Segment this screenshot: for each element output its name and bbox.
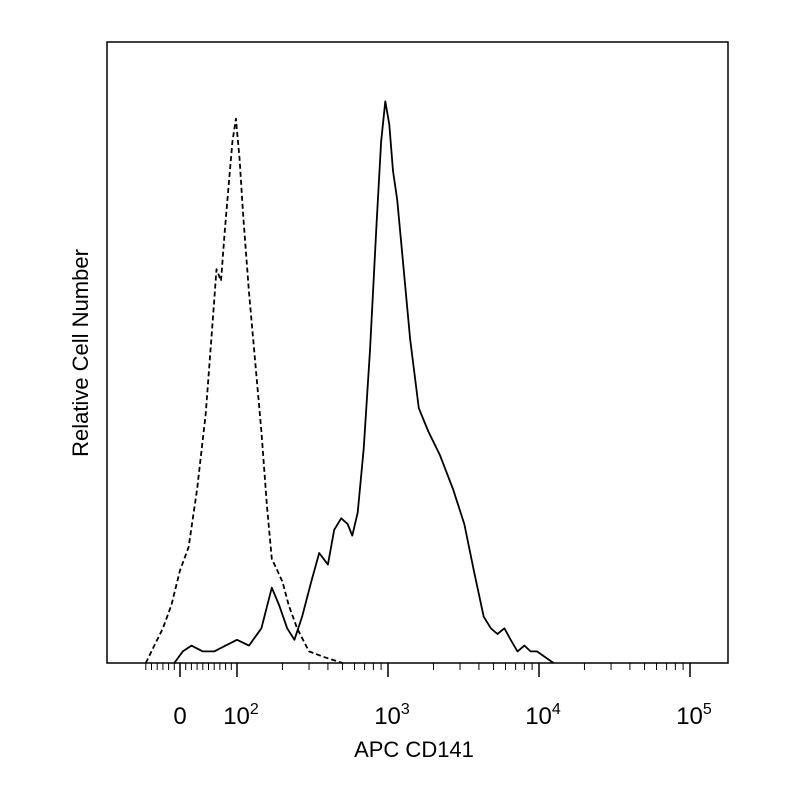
series-line-solid — [173, 100, 555, 664]
x-axis-tick-labels: 0 102 103 104 105 — [173, 701, 712, 730]
plot-frame — [106, 41, 729, 664]
x-tick-label: 105 — [676, 701, 712, 730]
x-axis-minor-ticks — [145, 663, 684, 670]
series-line-dashed — [144, 117, 343, 664]
x-axis-major-ticks — [179, 663, 691, 677]
x-tick-label: 103 — [374, 701, 410, 730]
x-tick-label: 104 — [525, 701, 561, 730]
x-axis-title: APC CD141 — [354, 737, 474, 762]
x-tick-label: 0 — [173, 703, 186, 730]
y-axis-title: Relative Cell Number — [68, 249, 93, 457]
x-tick-label: 102 — [223, 701, 259, 730]
histogram-series — [144, 100, 555, 664]
